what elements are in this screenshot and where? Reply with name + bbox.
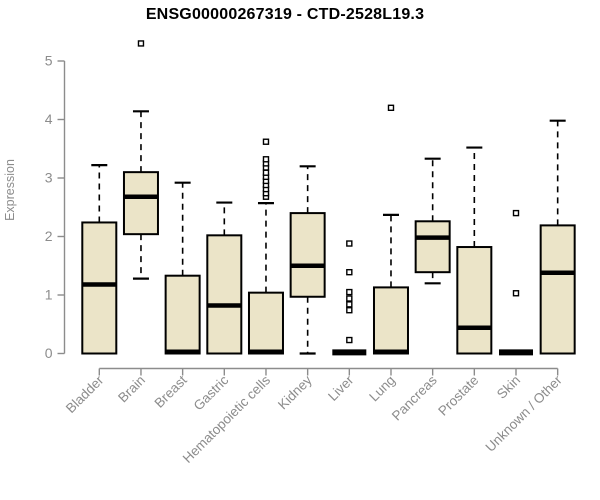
- outlier-point: [346, 307, 353, 314]
- y-tick-label: 5: [45, 53, 53, 69]
- y-tick-label: 2: [45, 228, 53, 244]
- outlier-point: [512, 290, 520, 297]
- outlier-point: [346, 336, 353, 344]
- box-skin: [499, 209, 533, 356]
- x-tick-label-liver: Liver: [325, 372, 357, 404]
- box-gastric: [206, 201, 243, 355]
- y-tick-label: 1: [45, 287, 53, 303]
- box-unknown-other: [539, 119, 576, 355]
- y-axis-title: Expression: [3, 159, 17, 221]
- x-tick-label-brain: Brain: [115, 373, 148, 406]
- box-pancreas: [414, 157, 451, 285]
- box-breast: [164, 181, 201, 355]
- x-tick-label-breast: Breast: [152, 372, 190, 410]
- x-tick-label-unknown-other: Unknown / Other: [483, 372, 566, 455]
- outlier-point: [512, 209, 520, 217]
- box-bladder: [81, 164, 118, 355]
- x-tick-label-gastric: Gastric: [191, 372, 232, 413]
- box-liver: [332, 240, 367, 356]
- outlier-point: [137, 40, 145, 47]
- outlier-point: [346, 295, 353, 302]
- y-tick-label: 0: [45, 345, 53, 361]
- chart-title: ENSG00000267319 - CTD-2528L19.3: [145, 6, 425, 23]
- box-kidney: [289, 165, 326, 355]
- x-tick-label-bladder: Bladder: [63, 372, 107, 416]
- y-axis: 0 1 2 3 4 5: [45, 53, 66, 361]
- outlier-point: [346, 240, 353, 247]
- x-tick-label-kidney: Kidney: [275, 372, 315, 412]
- outlier-point: [346, 301, 353, 308]
- outlier-point: [346, 288, 353, 296]
- box-hematopoietic-cells: [247, 138, 284, 355]
- box-brain: [122, 40, 159, 280]
- y-tick-label: 3: [45, 170, 53, 186]
- box-prostate: [456, 146, 493, 355]
- outlier-point: [387, 104, 395, 112]
- outlier-point: [262, 169, 270, 176]
- x-tick-label-pancreas: Pancreas: [389, 372, 440, 423]
- x-tick-label-lung: Lung: [366, 373, 398, 405]
- x-tick-label-skin: Skin: [494, 373, 523, 402]
- outlier-point: [346, 268, 353, 276]
- box-lung: [372, 104, 409, 355]
- outlier-point: [262, 156, 270, 163]
- x-tick-label-prostate: Prostate: [435, 373, 481, 419]
- outlier-point: [262, 138, 270, 145]
- y-tick-label: 4: [45, 111, 53, 127]
